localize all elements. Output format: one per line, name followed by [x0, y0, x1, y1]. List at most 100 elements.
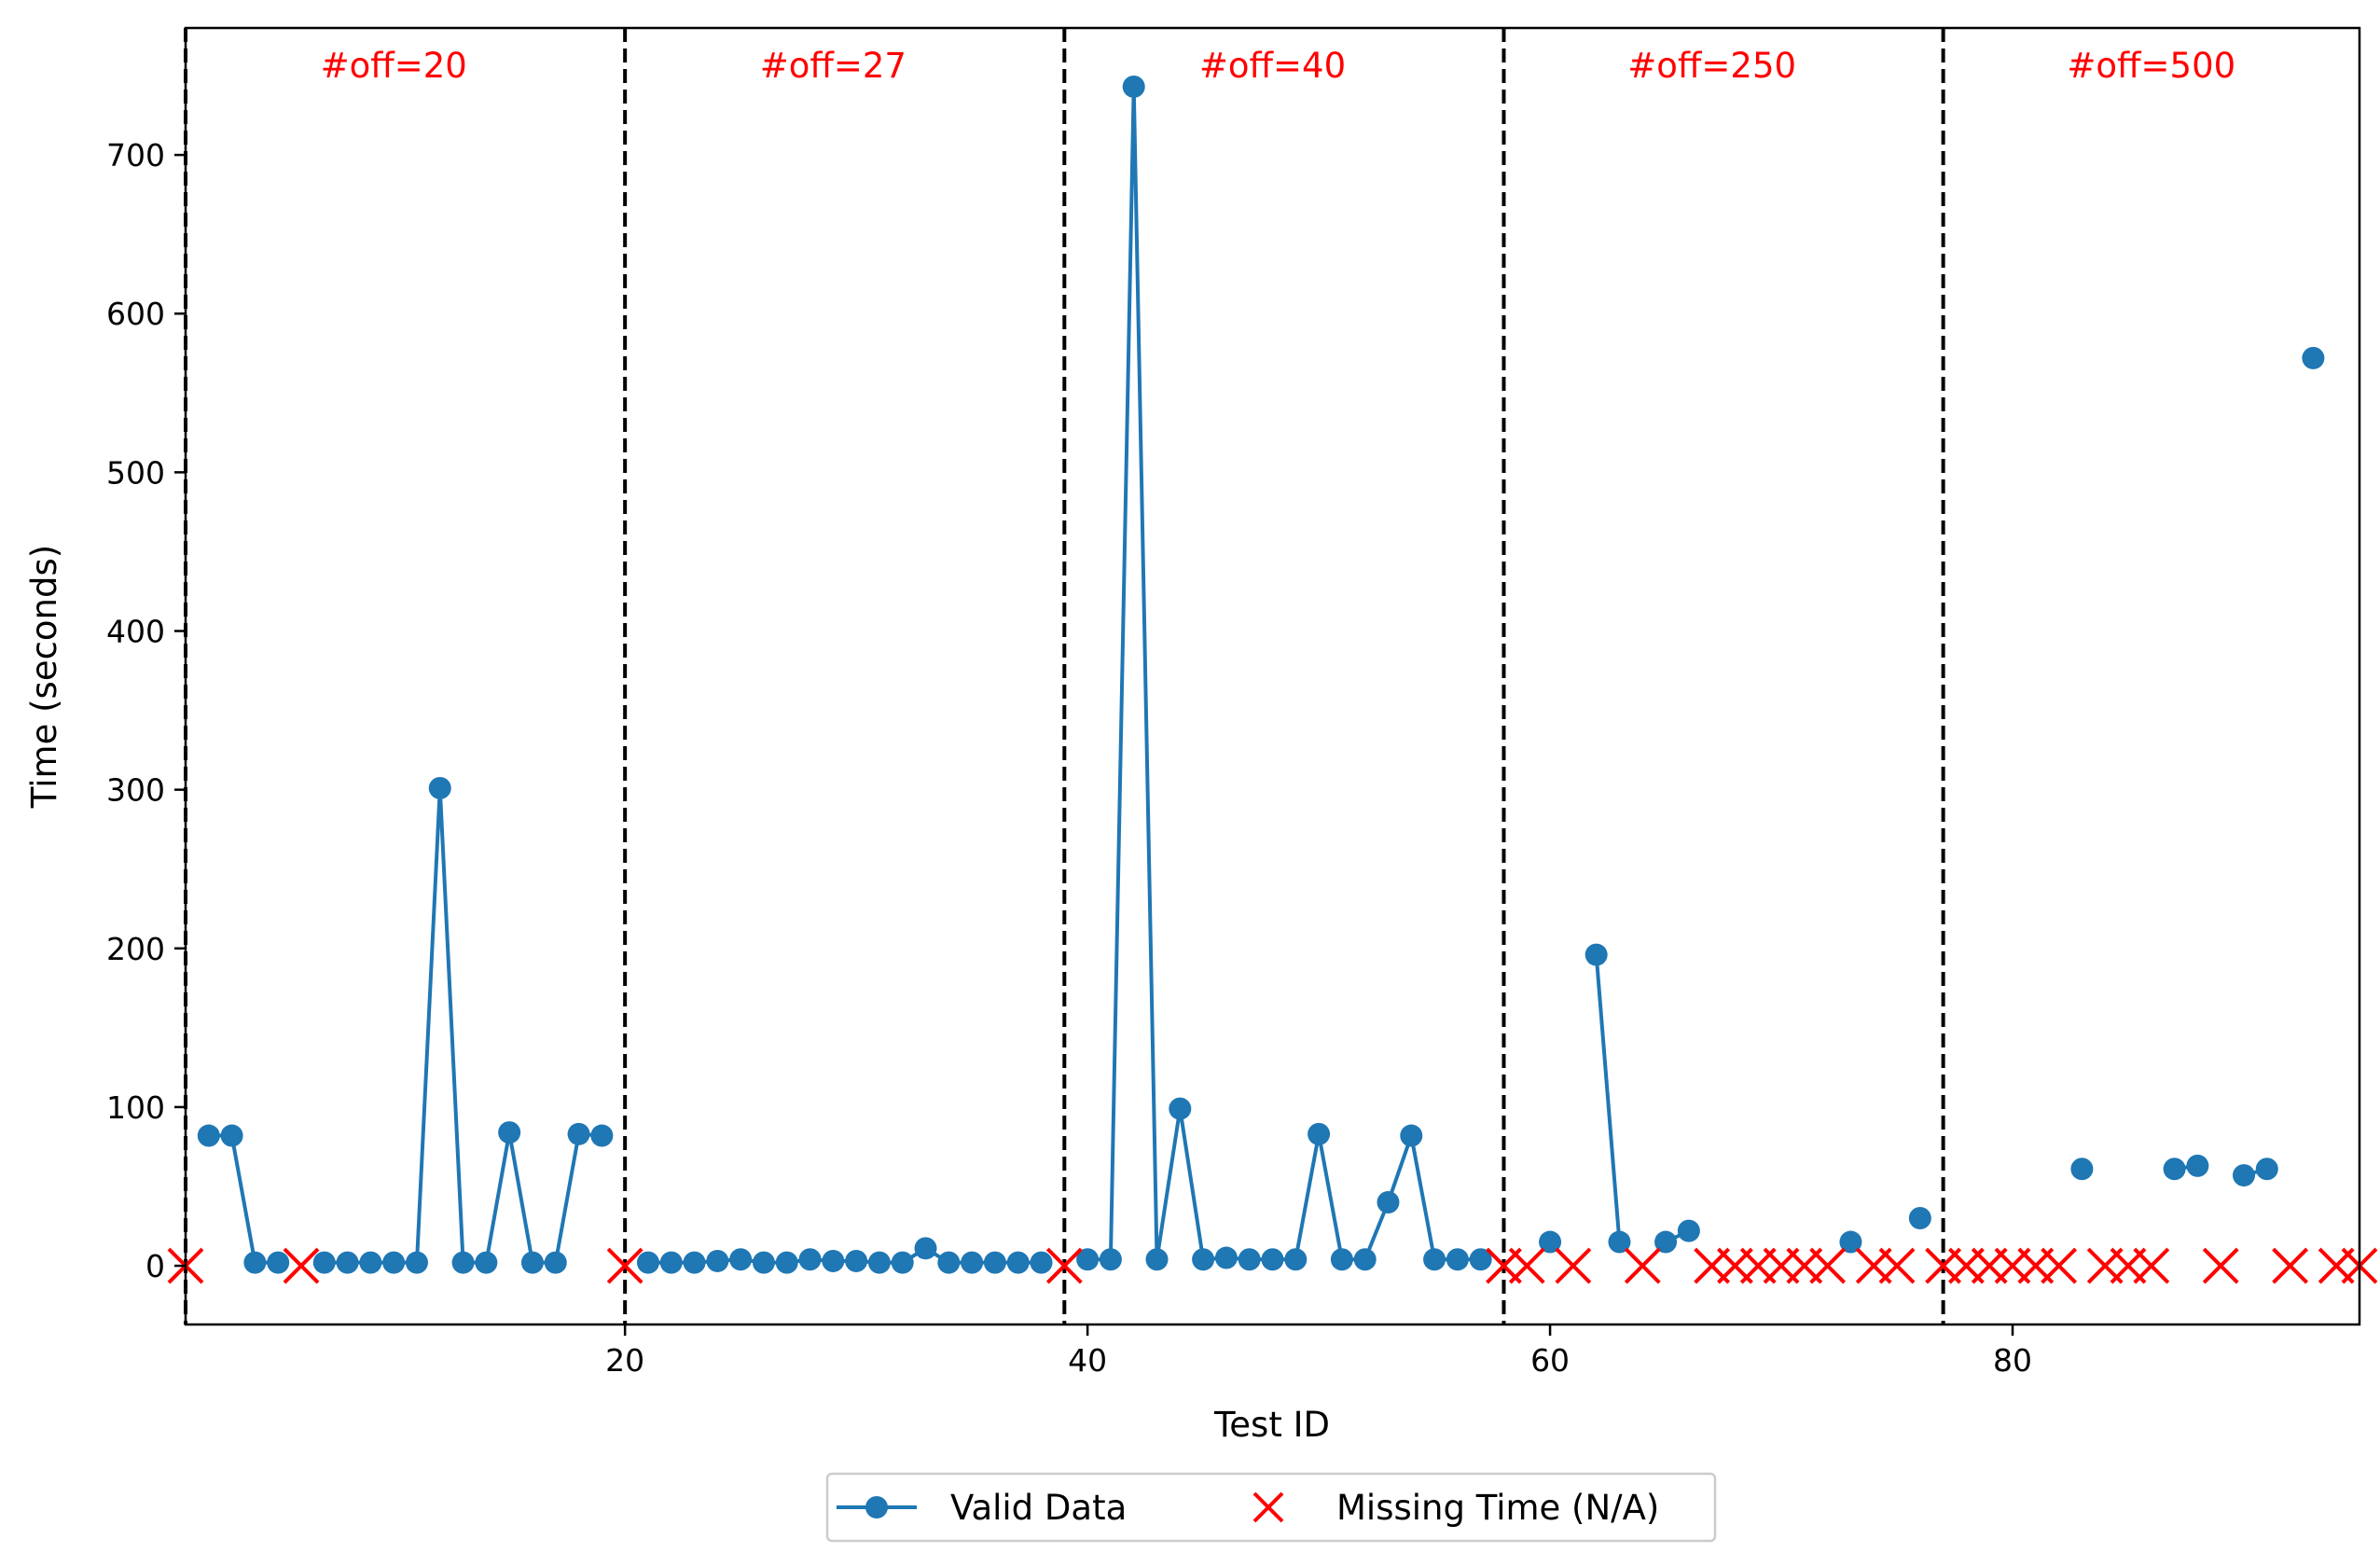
- y-tick-label: 100: [106, 1089, 165, 1126]
- valid-data-point: [845, 1249, 868, 1272]
- valid-data-point: [1400, 1124, 1423, 1147]
- missing-marker: [2272, 1247, 2309, 1284]
- valid-data-point: [382, 1251, 406, 1274]
- valid-data-point: [451, 1251, 475, 1274]
- missing-marker-stroke: [1555, 1247, 1592, 1284]
- missing-marker: [1624, 1247, 1661, 1284]
- valid-data-point: [1353, 1248, 1377, 1271]
- section-label: #off=500: [2067, 46, 2235, 86]
- legend-frame: [825, 1472, 1717, 1543]
- valid-data-point: [2233, 1164, 2256, 1187]
- y-tick-label: 600: [106, 296, 165, 332]
- valid-data-point: [1423, 1248, 1446, 1271]
- valid-data-point: [1006, 1251, 1030, 1274]
- valid-data-point: [1446, 1248, 1469, 1271]
- valid-data-point: [2070, 1158, 2094, 1181]
- valid-data-point: [1308, 1122, 1331, 1145]
- valid-data-point: [2302, 346, 2325, 369]
- valid-data-point: [683, 1251, 706, 1274]
- missing-marker: [283, 1247, 320, 1284]
- section-label: #off=27: [760, 46, 906, 86]
- missing-marker-stroke: [2133, 1247, 2170, 1284]
- missing-marker: [2133, 1247, 2170, 1284]
- valid-data-point: [659, 1251, 683, 1274]
- missing-marker-stroke: [1508, 1247, 1545, 1284]
- missing-marker-stroke: [2041, 1247, 2078, 1284]
- x-tick-label: 80: [1993, 1342, 2032, 1379]
- valid-data-point: [1584, 943, 1608, 966]
- valid-data-point: [428, 776, 451, 799]
- x-tick-label: 20: [605, 1342, 644, 1379]
- valid-data-point: [336, 1251, 359, 1274]
- valid-data-point: [243, 1251, 267, 1274]
- missing-marker-stroke: [1878, 1247, 1916, 1284]
- valid-data-point: [498, 1121, 521, 1144]
- valid-data-point: [1377, 1190, 1400, 1213]
- valid-data-point: [1839, 1230, 1862, 1254]
- missing-marker-stroke: [1624, 1247, 1661, 1284]
- missing-marker: [2041, 1247, 2078, 1284]
- valid-data-point: [1099, 1248, 1122, 1271]
- valid-data-point: [1030, 1251, 1053, 1274]
- valid-data-point: [961, 1251, 984, 1274]
- valid-data-point: [1469, 1248, 1492, 1271]
- valid-data-point: [983, 1251, 1006, 1274]
- valid-data-point: [1539, 1230, 1562, 1254]
- valid-data-point: [520, 1251, 544, 1274]
- section-label: #off=40: [1199, 46, 1346, 86]
- missing-marker: [2202, 1247, 2239, 1284]
- valid-data-point: [1330, 1248, 1353, 1271]
- valid-data-point: [1192, 1248, 1215, 1271]
- valid-data-point: [359, 1251, 382, 1274]
- valid-data-point: [1076, 1248, 1100, 1271]
- valid-data-point: [1677, 1219, 1700, 1242]
- legend-valid-label: Valid Data: [950, 1488, 1127, 1528]
- valid-data-point: [2186, 1154, 2209, 1177]
- legend-valid-marker: [865, 1496, 888, 1518]
- y-axis-title: Time (seconds): [24, 545, 64, 809]
- valid-data-point: [706, 1249, 729, 1272]
- valid-data-point: [1169, 1097, 1192, 1120]
- valid-data-point: [1908, 1207, 1931, 1230]
- valid-data-point: [1608, 1230, 1631, 1254]
- missing-marker-stroke: [2202, 1247, 2239, 1284]
- valid-data-point: [729, 1248, 753, 1271]
- axes: 20 40 60 80 0 100 200 300 400 500 600 700: [106, 137, 2032, 1379]
- valid-data-line: [208, 1133, 279, 1265]
- y-tick-label: 200: [106, 931, 165, 967]
- x-tick-label: 40: [1068, 1342, 1107, 1379]
- missing-marker-stroke: [2272, 1247, 2309, 1284]
- valid-data-point: [220, 1124, 243, 1147]
- missing-marker: [1809, 1247, 1847, 1284]
- valid-data-point: [267, 1251, 290, 1274]
- missing-marker-stroke: [606, 1247, 643, 1284]
- valid-data-point: [1284, 1248, 1308, 1271]
- valid-data-point: [1261, 1248, 1284, 1271]
- valid-data-point: [590, 1124, 614, 1147]
- valid-data-point: [1145, 1248, 1169, 1271]
- valid-data-point: [752, 1251, 775, 1274]
- valid-data-point: [914, 1237, 937, 1260]
- valid-data-point: [312, 1251, 336, 1274]
- x-tick-label: 60: [1530, 1342, 1570, 1379]
- y-tick-label: 300: [106, 772, 165, 809]
- valid-data-point: [822, 1249, 845, 1272]
- legend-missing-label: Missing Time (N/A): [1336, 1488, 1659, 1528]
- valid-data-line: [1594, 954, 1622, 1242]
- missing-marker: [1878, 1247, 1916, 1284]
- y-tick-label: 400: [106, 614, 165, 650]
- missing-marker-stroke: [283, 1247, 320, 1284]
- valid-data-point: [1122, 75, 1145, 98]
- missing-marker: [1555, 1247, 1592, 1284]
- valid-data-point: [1214, 1246, 1238, 1269]
- y-tick-label: 700: [106, 137, 165, 173]
- valid-data-point: [937, 1251, 961, 1274]
- section-label: #off=250: [1627, 46, 1796, 86]
- missing-marker: [1045, 1247, 1083, 1284]
- valid-data-point: [544, 1251, 567, 1274]
- valid-data-point: [1238, 1248, 1261, 1271]
- plot-frame: [184, 26, 2361, 1326]
- valid-data-point: [867, 1251, 891, 1274]
